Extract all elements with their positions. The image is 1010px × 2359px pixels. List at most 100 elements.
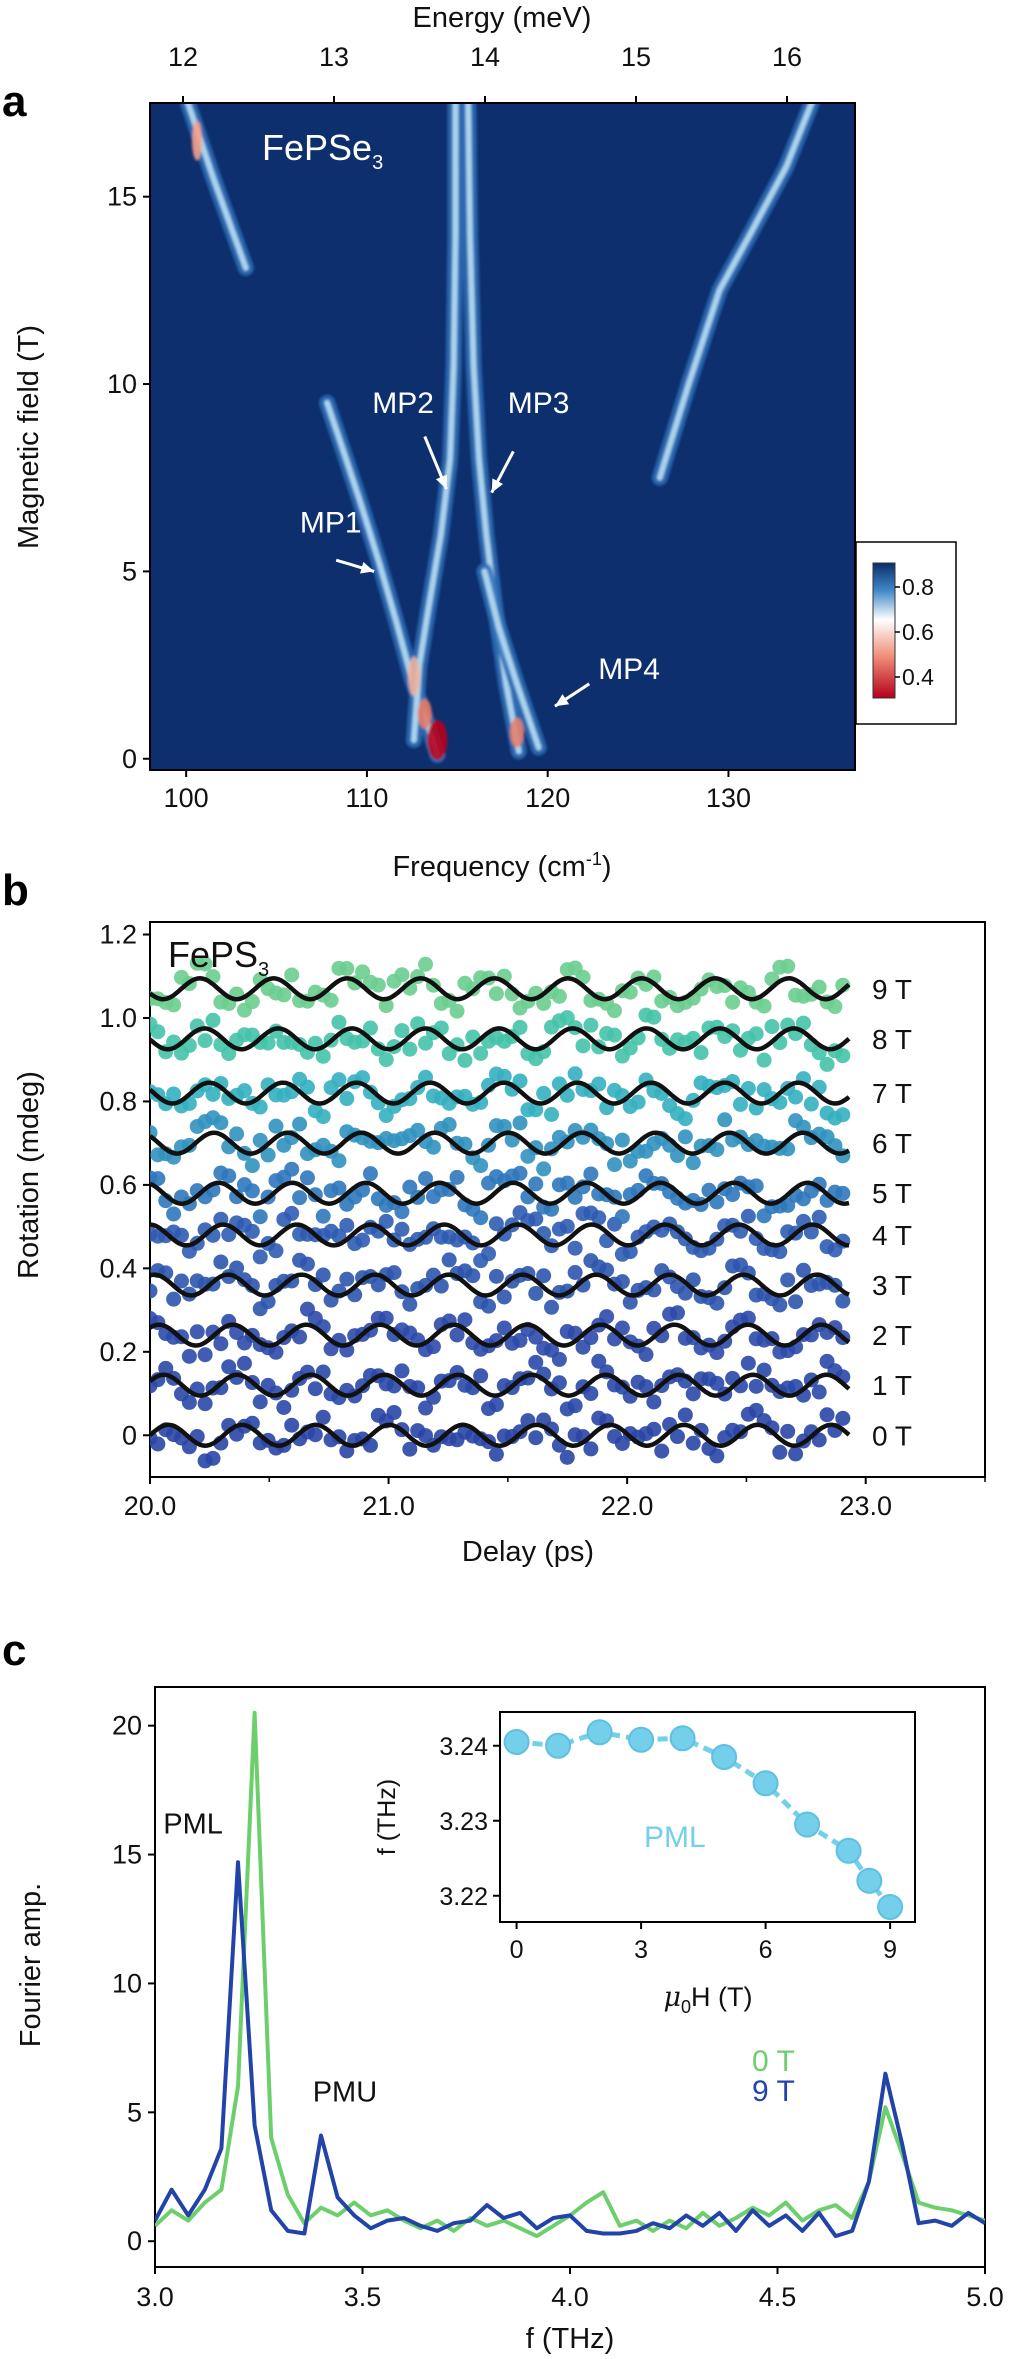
data-point (181, 1394, 197, 1410)
data-point (394, 967, 410, 983)
top-axis-label: Energy (meV) (413, 2, 592, 34)
data-point (268, 1243, 284, 1259)
data-point (252, 1099, 268, 1115)
data-point (402, 1041, 418, 1057)
data-point (181, 1348, 197, 1364)
data-point (583, 1441, 599, 1457)
data-point (788, 1089, 804, 1105)
data-point (551, 1351, 567, 1367)
series-label: 3 T (872, 1270, 912, 1301)
x-tick-label: 130 (706, 783, 751, 813)
legend-9T: 9 T (752, 2075, 795, 2108)
x-tick-label: 23.0 (839, 1491, 892, 1521)
data-point (488, 1216, 504, 1232)
data-point (378, 1213, 394, 1229)
panel-a: 100 110 120 130 0 5 10 15 12 13 14 15 16 MP1 MP2 MP3 MP… (13, 2, 957, 883)
y-axis-label: Fourier amp. (15, 1883, 47, 2047)
data-point (299, 1170, 315, 1186)
mode-label-mp2: MP2 (372, 387, 434, 420)
data-point (418, 1400, 434, 1416)
data-point (292, 1116, 308, 1132)
x-axis-label: Delay (ps) (462, 1536, 594, 1568)
data-point (536, 1268, 552, 1284)
panel-b: 20.0 21.0 22.0 23.0 0 0.2 0.4 0.6 0.8 1.0 1.2 0 T 1… (13, 920, 986, 1568)
inset-chart: 0 3 6 9 3.24 3.23 3.22 PML μ0H (T) f (THz) (373, 1711, 916, 2017)
data-point (512, 1165, 528, 1181)
data-point (173, 1273, 189, 1289)
data-point (559, 1449, 575, 1465)
data-point (536, 995, 552, 1011)
data-point (449, 1003, 465, 1019)
mode-branch (410, 103, 459, 744)
data-point (717, 1112, 733, 1128)
data-point (236, 1355, 252, 1371)
mode-branch (481, 568, 542, 751)
data-point (213, 1115, 229, 1131)
data-point (646, 1421, 662, 1437)
fit-curve (150, 1422, 851, 1448)
data-point (567, 1189, 583, 1205)
data-point (150, 1171, 166, 1187)
annotation-arrowhead (359, 561, 375, 574)
absorption-hotspot (509, 717, 524, 748)
data-point (606, 1003, 622, 1019)
data-point (166, 997, 182, 1013)
data-point (166, 1291, 182, 1307)
data-point (284, 1205, 300, 1221)
data-point (386, 1265, 402, 1281)
data-point (575, 1038, 591, 1054)
data-point (331, 1180, 347, 1196)
series-label: 2 T (872, 1320, 912, 1351)
data-point (638, 1347, 654, 1363)
data-point (236, 1083, 252, 1099)
series-label: 7 T (872, 1078, 912, 1109)
peak-label-pmu: PMU (313, 2077, 377, 2109)
data-point (276, 987, 292, 1003)
data-point (606, 1027, 622, 1043)
data-point (496, 1119, 512, 1135)
data-point (599, 1309, 615, 1325)
data-point (150, 1283, 158, 1299)
data-point (622, 1040, 638, 1056)
data-point (528, 1329, 544, 1345)
data-point (418, 1035, 434, 1051)
inset-data-point (669, 1725, 696, 1752)
data-point (591, 1210, 607, 1226)
data-point (339, 1217, 355, 1233)
data-point (173, 1227, 189, 1243)
data-point (646, 1009, 662, 1025)
annotation-arrowhead (491, 478, 504, 493)
data-point (795, 1015, 811, 1031)
legend-0T: 0 T (752, 2045, 795, 2078)
data-point (677, 1285, 693, 1301)
data-point (583, 1385, 599, 1401)
data-point (512, 1332, 528, 1348)
data-point (221, 1359, 237, 1375)
mode-branch (465, 103, 522, 755)
data-point (386, 1404, 402, 1420)
x-tick-label: 100 (164, 783, 209, 813)
fit-curve (150, 1180, 850, 1206)
x-tick-label: 120 (525, 783, 570, 813)
data-point (512, 1073, 528, 1089)
data-point (788, 1446, 804, 1462)
data-point (473, 1368, 489, 1384)
fit-curve (150, 976, 851, 1002)
y-tick-label: 1.0 (99, 1003, 137, 1033)
colorbar-tick: 0.8 (902, 574, 934, 600)
data-point (307, 1427, 323, 1443)
data-point (528, 1176, 544, 1192)
x-tick-label: 110 (345, 783, 388, 813)
data-point (811, 1432, 827, 1448)
top-tick-label: 16 (772, 42, 802, 72)
data-point (567, 1398, 583, 1414)
data-point (819, 1407, 835, 1423)
data-point (780, 1272, 796, 1288)
data-point (473, 1158, 489, 1174)
data-point (551, 988, 567, 1004)
data-point (827, 999, 843, 1015)
data-point (756, 998, 772, 1014)
peak-label-pml: PML (163, 1809, 223, 1841)
data-point (591, 1076, 607, 1092)
data-point (166, 1206, 182, 1222)
